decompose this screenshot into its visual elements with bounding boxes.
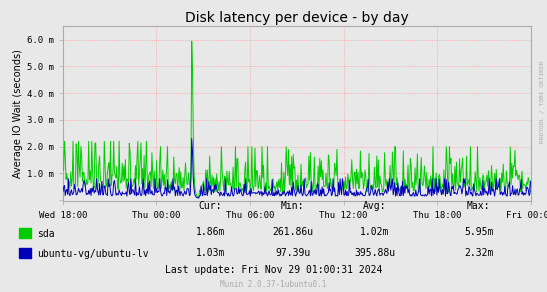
Text: ubuntu-vg/ubuntu-lv: ubuntu-vg/ubuntu-lv	[37, 249, 148, 259]
Text: 97.39u: 97.39u	[275, 248, 310, 258]
Text: RRDTOOL / TOBI OETIKER: RRDTOOL / TOBI OETIKER	[539, 61, 544, 143]
Text: Cur:: Cur:	[199, 201, 222, 211]
Text: sda: sda	[37, 229, 54, 239]
Text: Last update: Fri Nov 29 01:00:31 2024: Last update: Fri Nov 29 01:00:31 2024	[165, 265, 382, 275]
Text: Max:: Max:	[467, 201, 490, 211]
Text: Min:: Min:	[281, 201, 304, 211]
Text: 1.86m: 1.86m	[196, 227, 225, 237]
Title: Disk latency per device - by day: Disk latency per device - by day	[185, 11, 409, 25]
Text: Munin 2.0.37-1ubuntu0.1: Munin 2.0.37-1ubuntu0.1	[220, 280, 327, 289]
Text: 5.95m: 5.95m	[464, 227, 493, 237]
Text: 1.02m: 1.02m	[360, 227, 389, 237]
Y-axis label: Average IO Wait (seconds): Average IO Wait (seconds)	[13, 49, 23, 178]
Text: 395.88u: 395.88u	[354, 248, 395, 258]
Text: 2.32m: 2.32m	[464, 248, 493, 258]
Text: Avg:: Avg:	[363, 201, 386, 211]
Text: 1.03m: 1.03m	[196, 248, 225, 258]
Text: 261.86u: 261.86u	[272, 227, 313, 237]
